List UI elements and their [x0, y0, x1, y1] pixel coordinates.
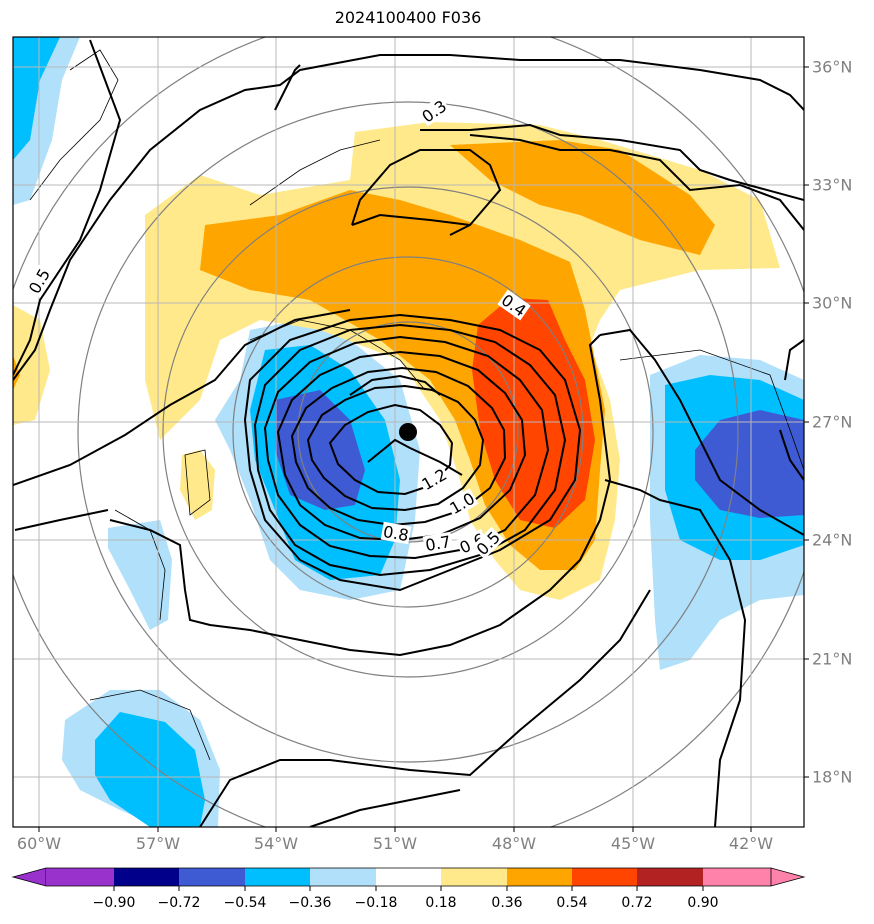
range-rings [13, 37, 804, 827]
colorbar-tick-label: 0.18 [425, 895, 457, 911]
axis-ticks [38, 66, 809, 832]
colorbar-tick-label: −0.36 [288, 895, 332, 911]
storm-center-marker [399, 423, 417, 441]
contour-label: 0.3 [418, 96, 450, 126]
lat-label: 33°N [812, 175, 853, 195]
colorbar-segment [703, 868, 771, 886]
colorbar-segment [310, 868, 376, 886]
lat-label: 24°N [812, 530, 853, 550]
map-frame [12, 36, 805, 828]
lon-label: 45°W [610, 834, 656, 853]
lon-label: 51°W [372, 834, 418, 853]
colorbar-tick-label: −0.54 [223, 895, 267, 911]
lat-label: 30°N [812, 293, 853, 313]
lon-label: 54°W [253, 834, 299, 853]
colorbar-segment [46, 868, 114, 886]
colorbar-segment [441, 868, 507, 886]
colorbar-extend-low [11, 867, 47, 887]
colorbar-tick-label: 0.90 [687, 895, 719, 911]
contour-label: 0.8 [382, 522, 410, 545]
map-title: 2024100400 F036 [334, 8, 482, 27]
colorbar-segment [507, 868, 572, 886]
lon-label: 42°W [728, 834, 774, 853]
lat-label: 21°N [812, 649, 853, 669]
lon-label: 60°W [16, 834, 62, 853]
pos-anomaly-fill-3 [472, 298, 595, 528]
contour-label: 0.7 [424, 532, 452, 555]
colorbar-segment [245, 868, 310, 886]
contour-label: 0.5 [25, 265, 54, 297]
colorbar-extend-high [770, 867, 806, 887]
colorbar-tick-label: −0.18 [354, 895, 398, 911]
colorbar-tick-label: 0.54 [556, 895, 588, 911]
colorbar-segment [179, 868, 245, 886]
colorbar-tick-label: 0.72 [621, 895, 653, 911]
colorbar-segment [376, 868, 441, 886]
colorbar-tick-label: −0.72 [157, 895, 201, 911]
graticule [13, 37, 804, 827]
lat-label: 36°N [812, 57, 853, 77]
neg-anomaly-fill-3 [275, 390, 804, 518]
colorbar-segment [572, 868, 637, 886]
colorbar-segment [114, 868, 179, 886]
lat-label: 27°N [812, 412, 853, 432]
colorbar [11, 867, 806, 891]
colorbar-tick-label: −0.90 [92, 895, 136, 911]
lat-label: 18°N [812, 767, 853, 787]
colorbar-segment [637, 868, 703, 886]
lon-label: 57°W [135, 834, 181, 853]
colorbar-tick-label: 0.36 [491, 895, 523, 911]
lon-label: 48°W [491, 834, 537, 853]
thick-contours [13, 39, 804, 827]
